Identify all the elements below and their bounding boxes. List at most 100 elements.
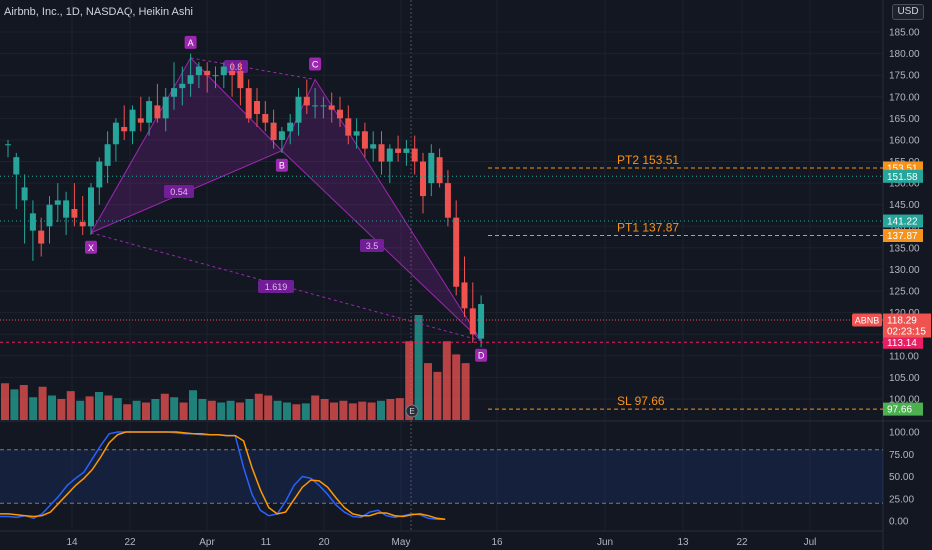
candle-body bbox=[195, 66, 202, 76]
y-tick-label: 145.00 bbox=[889, 200, 920, 211]
y-tick-label: 110.00 bbox=[889, 351, 919, 362]
volume-bar bbox=[292, 404, 301, 420]
candle-body bbox=[179, 83, 186, 89]
candle-body bbox=[29, 213, 36, 231]
last-price-value: 118.29 bbox=[887, 316, 917, 327]
currency-button[interactable]: USD bbox=[892, 4, 924, 20]
candle-body bbox=[395, 148, 402, 153]
candle-body bbox=[187, 75, 194, 84]
volume-bar bbox=[95, 392, 103, 420]
candle-body bbox=[121, 126, 128, 132]
price-tag-label: 151.58 bbox=[887, 172, 918, 183]
candle-body bbox=[444, 183, 451, 218]
stoch-tick-label: 0.00 bbox=[889, 517, 909, 528]
volume-bar bbox=[66, 391, 75, 420]
volume-bar bbox=[386, 399, 395, 420]
x-tick-label: Jul bbox=[804, 537, 817, 548]
volume-bar bbox=[283, 402, 291, 420]
price-tag bbox=[883, 335, 923, 349]
volume-bar bbox=[226, 400, 235, 420]
level-label: PT2 153.51 bbox=[617, 153, 679, 167]
volume-bar bbox=[189, 390, 197, 420]
volume-bar bbox=[377, 400, 385, 420]
pattern-ratio-label: 1.619 bbox=[265, 282, 288, 292]
candle-body bbox=[46, 204, 53, 227]
volume-bar bbox=[273, 400, 282, 420]
y-tick-label: 175.00 bbox=[889, 71, 920, 82]
candle-body bbox=[345, 118, 352, 136]
x-tick-label: 22 bbox=[124, 537, 136, 548]
volume-bar bbox=[132, 400, 141, 420]
candle-body bbox=[229, 70, 236, 76]
y-tick-label: 165.00 bbox=[889, 114, 920, 125]
stochastic-layer bbox=[0, 431, 446, 520]
volume-bar bbox=[76, 400, 85, 420]
volume-bar bbox=[48, 395, 56, 420]
level-label: SL 97.66 bbox=[617, 394, 665, 408]
pattern-point-badge bbox=[309, 57, 322, 71]
volume-bar bbox=[179, 402, 188, 420]
pattern-ratio-label: 3.5 bbox=[366, 241, 379, 251]
symbol-tag bbox=[852, 313, 882, 327]
volume-bar bbox=[358, 401, 367, 420]
volume-bar bbox=[461, 363, 470, 420]
volume-bar bbox=[367, 402, 376, 420]
volume-bar bbox=[123, 404, 132, 420]
candle-body bbox=[262, 114, 269, 123]
volume-bar bbox=[29, 397, 38, 420]
candle-body bbox=[237, 70, 244, 89]
price-tag-label: 141.22 bbox=[887, 217, 918, 228]
candle-body bbox=[278, 131, 285, 140]
candle-body bbox=[378, 144, 385, 162]
harmonic-pattern: X A B C D 0.54 0.8 3.5 1.619 bbox=[85, 35, 488, 362]
pattern-point-label: D bbox=[478, 351, 485, 361]
volume-bar bbox=[170, 397, 179, 420]
price-tag bbox=[883, 169, 923, 183]
volume-bar bbox=[433, 371, 442, 420]
volume-bar bbox=[311, 395, 320, 420]
level-label: PT1 137.87 bbox=[617, 220, 679, 234]
pattern-ratio-badge bbox=[224, 60, 248, 73]
candle-body bbox=[312, 105, 319, 107]
candle-body bbox=[461, 282, 468, 309]
volume-bar bbox=[254, 393, 263, 420]
x-tick-label: 13 bbox=[677, 537, 689, 548]
candle-body bbox=[254, 101, 260, 115]
candle-body bbox=[13, 157, 20, 175]
stoch-line bbox=[0, 431, 446, 520]
candle-body bbox=[220, 66, 227, 76]
stoch-tick-label: 75.00 bbox=[889, 450, 914, 461]
volume-bar bbox=[320, 399, 329, 420]
pattern-ratio-label: 0.54 bbox=[170, 187, 188, 197]
volume-bar bbox=[85, 396, 94, 420]
candle-body bbox=[204, 70, 211, 76]
candle-body bbox=[295, 96, 302, 123]
y-tick-label: 135.00 bbox=[889, 243, 920, 254]
earnings-icon bbox=[405, 404, 419, 418]
y-tick-label: 170.00 bbox=[889, 92, 920, 103]
y-tick-label: 125.00 bbox=[889, 287, 920, 298]
pattern-point-badge bbox=[184, 35, 197, 49]
pattern-point-badge bbox=[85, 240, 97, 254]
candle-body bbox=[411, 148, 418, 162]
candle-body bbox=[453, 217, 460, 287]
volume-bar bbox=[198, 399, 207, 420]
last-price-tag bbox=[883, 313, 931, 338]
candle-body bbox=[129, 109, 136, 132]
candle-body bbox=[212, 75, 219, 77]
candle-body bbox=[63, 200, 70, 218]
y-tick-label: 130.00 bbox=[889, 265, 920, 276]
candle-body bbox=[71, 209, 78, 218]
candle-body bbox=[328, 105, 335, 110]
x-tick-label: 14 bbox=[66, 537, 78, 548]
candle-body bbox=[303, 96, 310, 106]
pattern-point-badge bbox=[475, 348, 488, 362]
last-price-countdown: 02:23:15 bbox=[887, 327, 926, 338]
candle-body bbox=[54, 200, 61, 205]
volume-bar bbox=[452, 354, 461, 420]
pattern-point-label: C bbox=[312, 59, 319, 69]
candle-body bbox=[361, 131, 368, 149]
candle-body bbox=[171, 88, 177, 97]
